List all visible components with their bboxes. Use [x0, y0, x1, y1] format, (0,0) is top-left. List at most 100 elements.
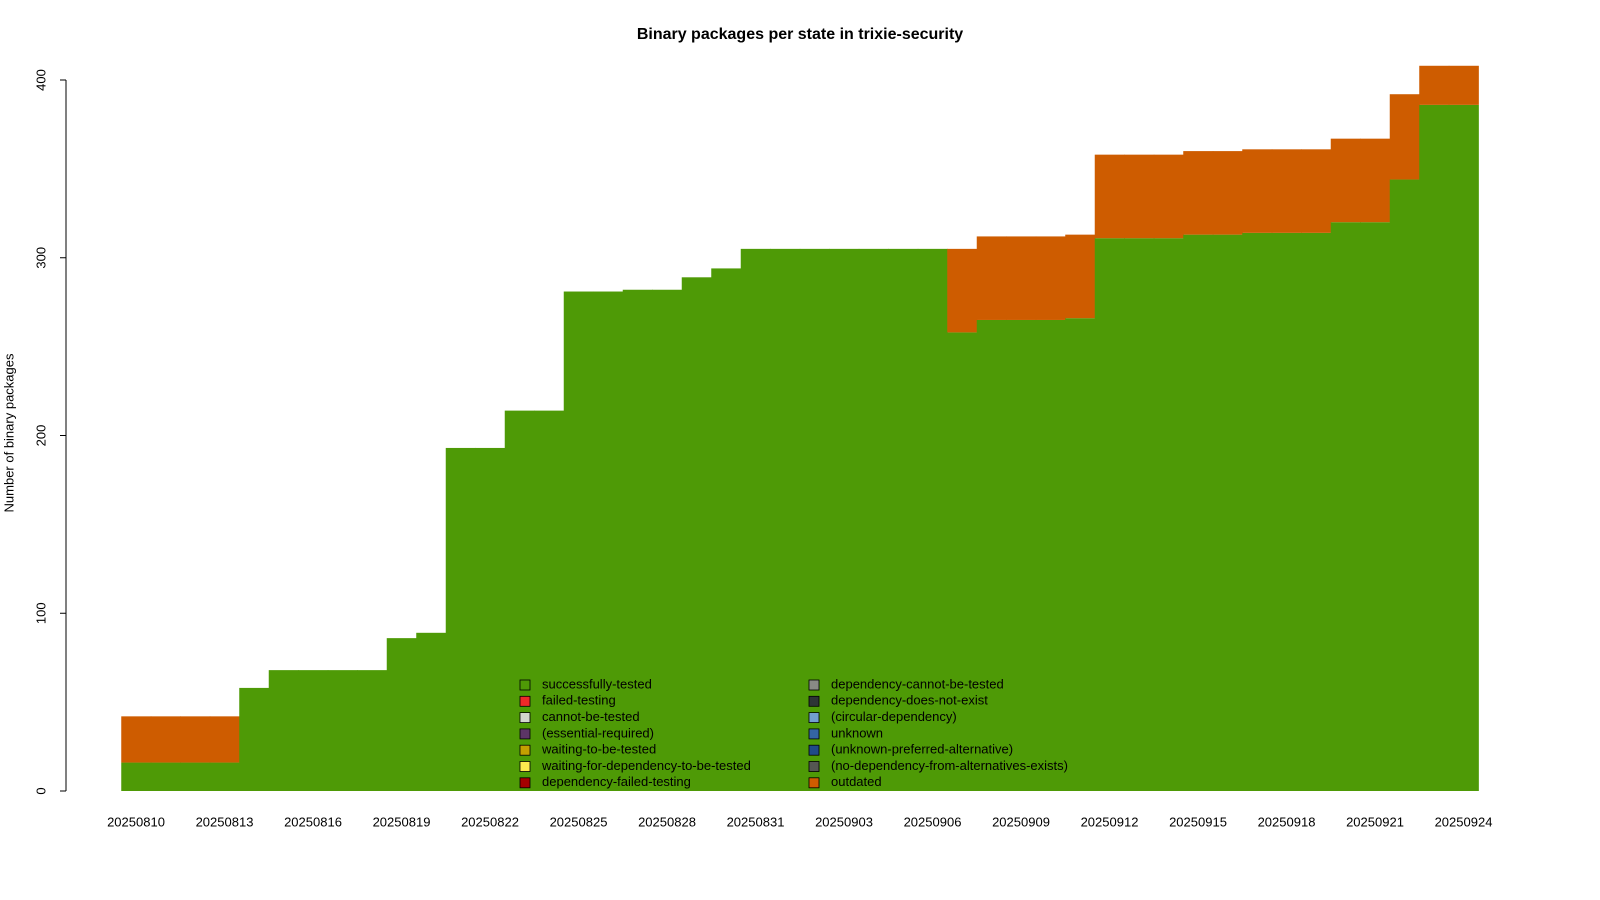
- area-step: [947, 332, 978, 791]
- legend-label: dependency-does-not-exist: [831, 693, 988, 708]
- area-step: [1419, 65, 1450, 105]
- plot-area: [121, 65, 1479, 792]
- x-tick-label: 20250819: [373, 814, 431, 829]
- legend-swatch: [519, 744, 531, 756]
- legend-label: (unknown-preferred-alternative): [831, 742, 1013, 757]
- x-tick-label: 20250918: [1258, 814, 1316, 829]
- legend-label: successfully-tested: [542, 676, 652, 691]
- area-step: [1065, 234, 1096, 319]
- x-tick-label: 20250822: [461, 814, 519, 829]
- area-step: [976, 319, 1007, 791]
- legend-swatch: [519, 712, 531, 723]
- x-tick-label: 20250912: [1081, 814, 1139, 829]
- legend-label: dependency-failed-testing: [542, 774, 691, 789]
- area-step: [1212, 151, 1243, 235]
- x-tick-label: 20250810: [107, 814, 165, 829]
- area-step: [416, 632, 447, 791]
- area-step: [504, 410, 535, 791]
- area-step: [1330, 222, 1361, 791]
- x-tick-label: 20250909: [992, 814, 1050, 829]
- area-step: [1389, 94, 1420, 180]
- area-step: [858, 248, 889, 792]
- area-step: [1448, 104, 1479, 791]
- area-step: [563, 291, 594, 791]
- area-step: [1124, 238, 1155, 791]
- legend-swatch: [519, 695, 531, 707]
- area-step: [180, 716, 211, 763]
- x-tick-label: 20250906: [904, 814, 962, 829]
- y-axis-label: Number of binary packages: [1, 353, 16, 512]
- legend-label: waiting-to-be-tested: [541, 742, 656, 757]
- legend-swatch: [519, 679, 531, 691]
- legend-label: (no-dependency-from-alternatives-exists): [831, 758, 1068, 773]
- x-tick-label: 20250915: [1169, 814, 1227, 829]
- area-step: [357, 670, 388, 791]
- area-step: [1006, 236, 1037, 320]
- area-step: [1301, 149, 1332, 233]
- area-step: [711, 268, 742, 791]
- area-step: [268, 670, 299, 791]
- legend-swatch: [808, 679, 820, 691]
- area-step: [681, 277, 712, 791]
- area-step: [1242, 232, 1273, 792]
- area-step: [593, 291, 624, 791]
- legend-swatch: [808, 712, 820, 723]
- y-tick-label: 200: [33, 425, 48, 447]
- area-step: [445, 447, 476, 791]
- x-tick-label: 20250831: [727, 814, 785, 829]
- legend-label: failed-testing: [542, 693, 616, 708]
- area-step: [1389, 179, 1420, 792]
- legend-swatch: [808, 728, 820, 740]
- x-tick-label: 20250816: [284, 814, 342, 829]
- legend-label: outdated: [831, 774, 882, 789]
- area-step: [770, 248, 801, 792]
- legend-label: (circular-dependency): [831, 709, 957, 724]
- x-tick-label: 20250924: [1435, 814, 1493, 829]
- area-step: [1153, 154, 1184, 239]
- area-step: [888, 248, 919, 792]
- area-step: [740, 248, 771, 792]
- legend-swatch: [519, 761, 531, 772]
- area-step: [1065, 318, 1096, 791]
- area-step: [534, 410, 565, 791]
- area-step: [1271, 149, 1302, 233]
- area-step: [947, 248, 978, 333]
- legend-swatch: [808, 761, 820, 772]
- area-step: [475, 447, 506, 791]
- legend-label: cannot-be-tested: [542, 709, 640, 724]
- legend: successfully-tested failed-testingcannot-…: [519, 676, 1068, 789]
- area-step: [239, 687, 270, 791]
- x-tick-label: 20250825: [550, 814, 608, 829]
- area-step: [799, 248, 830, 792]
- area-step: [1212, 234, 1243, 791]
- area-step: [1271, 232, 1302, 792]
- area-step: [386, 638, 417, 791]
- area-step: [150, 716, 181, 763]
- y-tick-label: 400: [33, 69, 48, 91]
- area-step: [1124, 154, 1155, 239]
- legend-label: waiting-for-dependency-to-be-tested: [541, 758, 751, 773]
- legend-swatch: [519, 728, 531, 740]
- area-step: [976, 236, 1007, 320]
- legend-label: dependency-cannot-be-tested: [831, 676, 1004, 691]
- area-step: [1094, 154, 1125, 239]
- chart-title: Binary packages per state in trixie-secu…: [637, 26, 963, 43]
- area-step: [1035, 236, 1066, 320]
- legend-swatch: [519, 777, 531, 789]
- area-step: [1360, 222, 1391, 791]
- area-step: [1006, 319, 1037, 791]
- area-step: [622, 289, 653, 791]
- y-tick-label: 300: [33, 247, 48, 269]
- area-step: [1183, 234, 1214, 791]
- legend-label: (essential-required): [542, 725, 654, 740]
- legend-swatch: [808, 777, 820, 789]
- area-step: [121, 762, 152, 791]
- y-tick-label: 100: [33, 602, 48, 624]
- area-step: [829, 248, 860, 792]
- x-tick-label: 20250903: [815, 814, 873, 829]
- x-tick-label: 20250813: [196, 814, 254, 829]
- area-step: [1330, 138, 1361, 223]
- area-step: [150, 762, 181, 791]
